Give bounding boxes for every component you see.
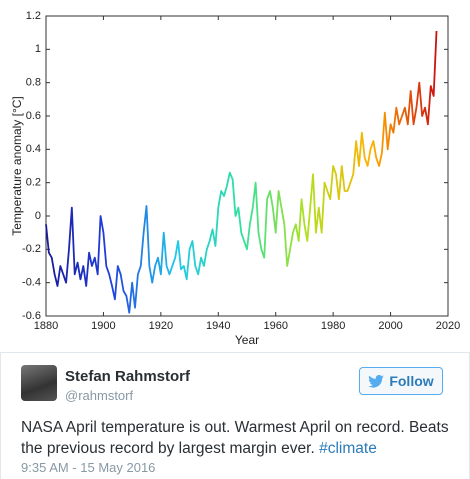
x-tick-label: 2000	[378, 320, 402, 332]
y-tick-label: 0.8	[26, 77, 41, 89]
x-tick-label: 1900	[91, 320, 115, 332]
x-tick-label: 1980	[321, 320, 345, 332]
hashtag[interactable]: #climate	[319, 440, 377, 457]
x-axis-label: Year	[235, 333, 259, 347]
temperature-line	[45, 30, 438, 314]
y-axis-label: Temperature anomaly [°C]	[10, 96, 24, 236]
follow-button[interactable]: Follow	[359, 367, 443, 395]
tweet-text: NASA April temperature is out. Warmest A…	[21, 417, 451, 459]
y-tick-label: 0	[35, 210, 41, 222]
x-tick-label: 1880	[34, 320, 58, 332]
x-tick-label: 1920	[149, 320, 173, 332]
y-tick-label: -0.2	[22, 243, 41, 255]
y-tick-label: 1	[35, 43, 41, 55]
tweet-card: Stefan Rahmstorf @rahmstorf Follow NASA …	[0, 352, 470, 479]
x-tick-label: 1960	[263, 320, 287, 332]
bird-icon	[368, 374, 385, 388]
user-handle[interactable]: @rahmstorf	[65, 388, 134, 403]
user-name[interactable]: Stefan Rahmstorf	[65, 368, 191, 385]
tweet-body: NASA April temperature is out. Warmest A…	[21, 419, 449, 457]
y-tick-label: -0.4	[22, 277, 41, 289]
y-tick-label: -0.6	[22, 310, 41, 322]
y-tick-label: 0.2	[26, 177, 41, 189]
follow-label: Follow	[389, 373, 434, 389]
y-tick-label: 0.4	[26, 143, 41, 155]
x-tick-label: 1940	[206, 320, 230, 332]
plot-frame	[45, 15, 449, 317]
chart: Temperature anomaly [°C] Year -0.6 -0.4 -0…	[10, 10, 460, 347]
avatar[interactable]	[21, 365, 57, 401]
timestamp[interactable]: 9:35 AM - 15 May 2016	[21, 460, 156, 475]
x-tick-label: 2020	[436, 320, 460, 332]
y-tick-label: 0.6	[26, 110, 41, 122]
y-tick-label: 1.2	[26, 10, 41, 22]
